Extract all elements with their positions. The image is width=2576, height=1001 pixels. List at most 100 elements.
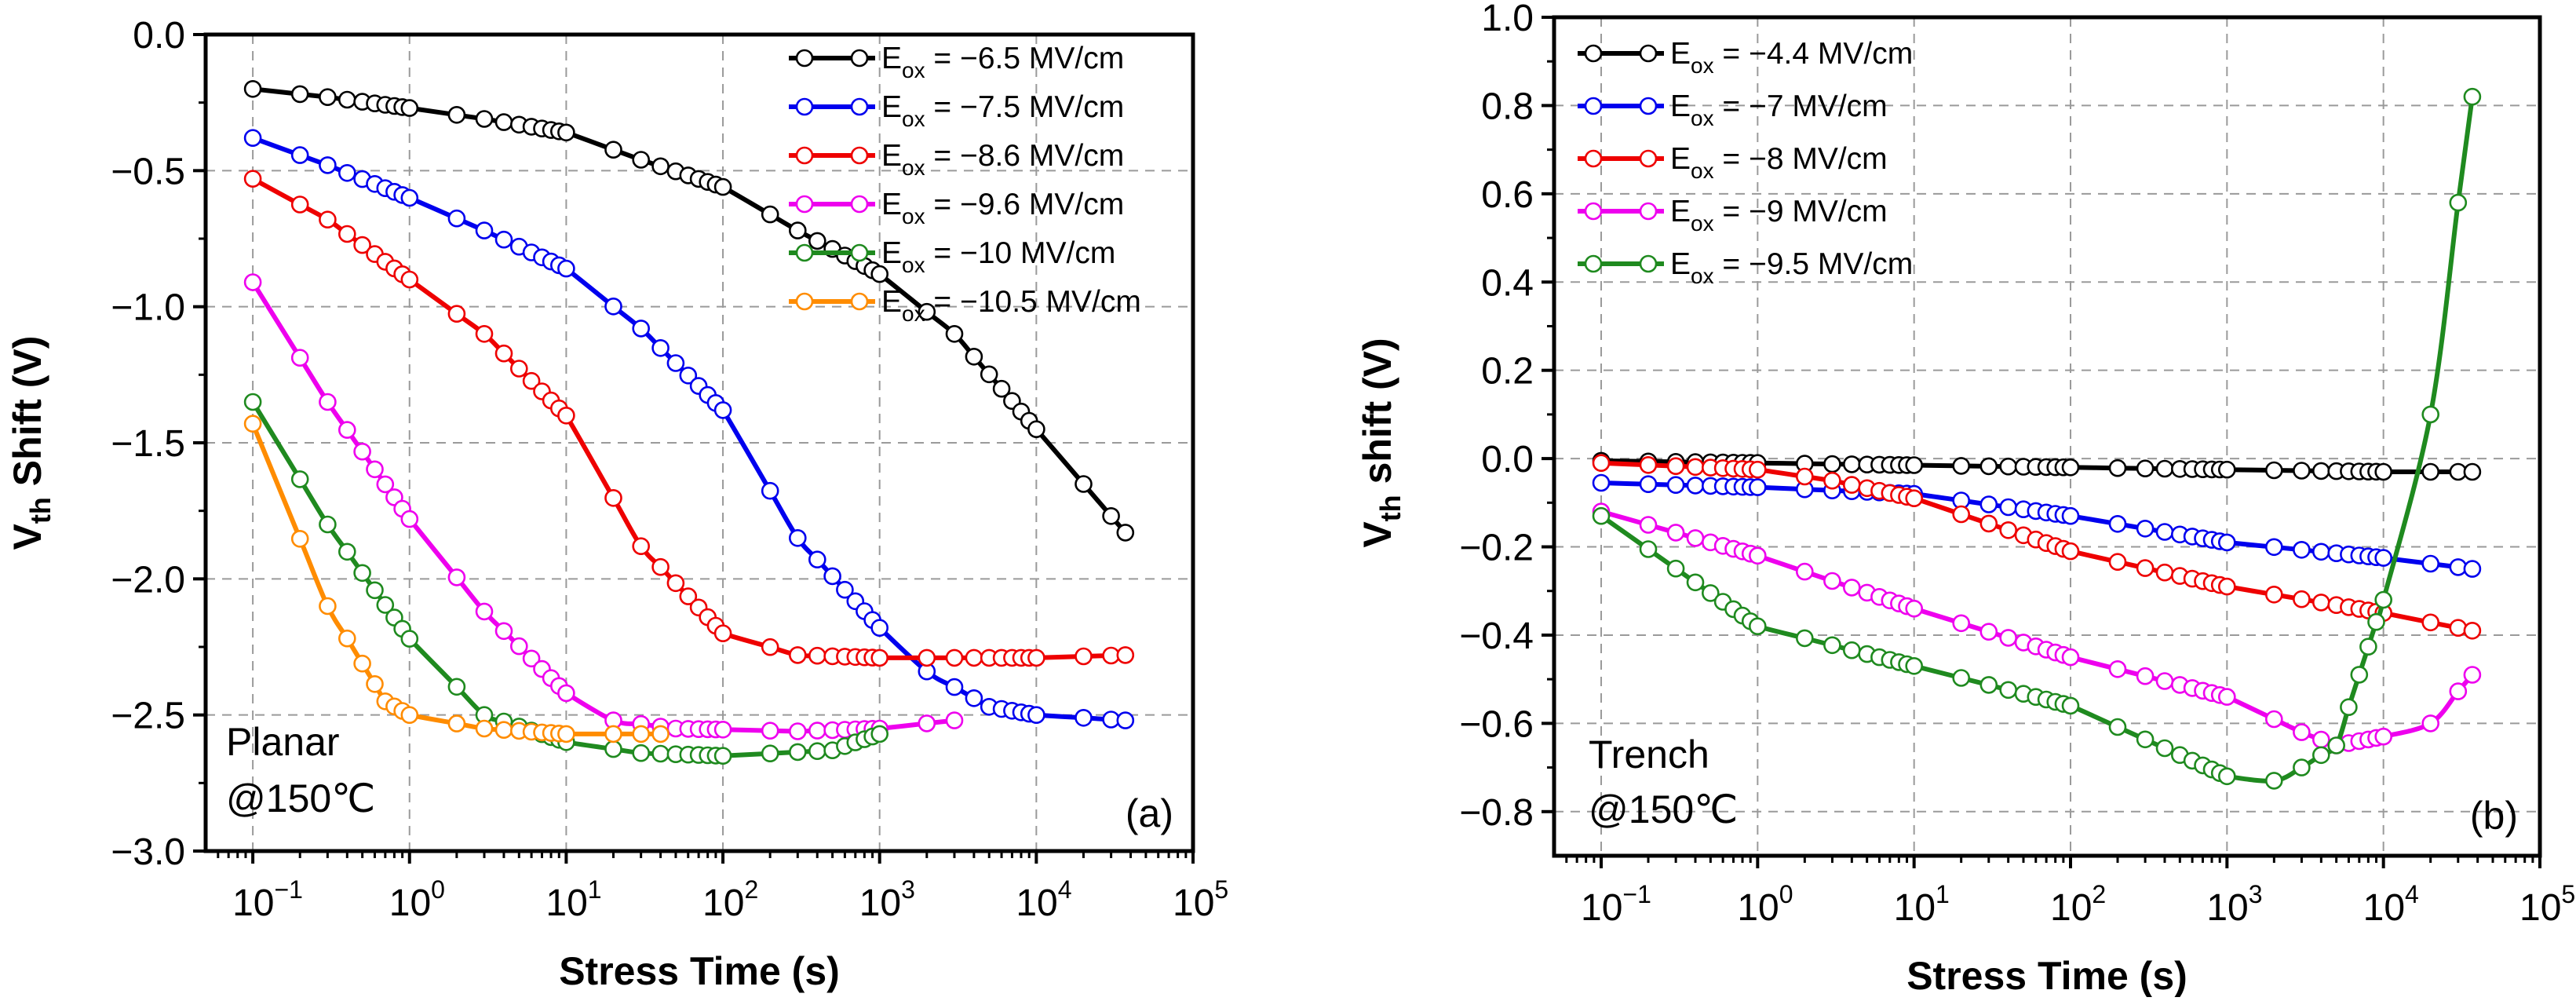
- data-point: [1796, 629, 1814, 648]
- data-point: [366, 581, 384, 600]
- legend-marker: [1639, 149, 1658, 168]
- data-point: [2265, 585, 2283, 604]
- data-point: [632, 151, 651, 169]
- data-point: [338, 225, 356, 243]
- data-point: [1075, 708, 1093, 727]
- data-point: [290, 529, 309, 548]
- data-point: [2136, 667, 2155, 685]
- x-tick-label: 105: [2519, 880, 2575, 929]
- data-point: [1952, 669, 1970, 687]
- data-point: [2155, 459, 2174, 478]
- data-point: [2293, 758, 2311, 776]
- data-point: [353, 442, 371, 461]
- data-point: [1116, 524, 1135, 542]
- data-point: [522, 371, 541, 390]
- panel-label: (b): [2470, 794, 2518, 838]
- panel-a-planar: Eox = −6.5 MV/cm Eox = −7.5 MV/cm Eox = −8…: [5, 15, 1228, 993]
- data-point: [679, 366, 698, 385]
- y-tick-label: −3.0: [111, 831, 185, 873]
- data-point: [1027, 420, 1045, 439]
- data-point: [788, 528, 807, 547]
- data-point: [2463, 462, 2482, 481]
- data-point: [509, 637, 528, 656]
- data-point: [788, 221, 807, 239]
- data-point: [2374, 727, 2392, 746]
- data-point: [2136, 559, 2155, 577]
- data-point: [945, 648, 964, 667]
- data-point: [1979, 457, 1998, 476]
- data-point: [2312, 594, 2330, 612]
- data-point: [823, 567, 841, 586]
- y-tick-label: 0.8: [1481, 86, 1534, 127]
- data-point: [651, 557, 670, 576]
- data-point: [632, 725, 651, 743]
- legend-label: Eox = −6.5 MV/cm: [881, 42, 1124, 82]
- data-point: [870, 648, 888, 667]
- data-point: [2463, 621, 2482, 640]
- data-point: [713, 720, 732, 739]
- x-tick-label: 102: [702, 875, 758, 924]
- x-tick-label: 105: [1173, 875, 1228, 924]
- x-tick-label: 10−1: [232, 875, 303, 924]
- data-point: [494, 230, 513, 249]
- data-point: [604, 297, 622, 316]
- data-point: [1639, 540, 1658, 558]
- y-tick-label: −2.5: [111, 696, 185, 737]
- data-point: [1686, 458, 1705, 477]
- data-point: [788, 743, 807, 762]
- data-point: [2421, 405, 2439, 424]
- data-point: [1749, 460, 1767, 479]
- series-5: [1592, 87, 2482, 790]
- data-point: [666, 574, 685, 593]
- data-point: [2463, 560, 2482, 578]
- panel-b-trench: Eox = −4.4 MV/cm Eox = −7 MV/cm Eox = −8 M…: [1356, 0, 2575, 998]
- data-point: [494, 113, 513, 131]
- data-point: [475, 602, 494, 621]
- x-tick-label: 100: [389, 875, 445, 924]
- data-point: [2108, 458, 2127, 477]
- data-point: [557, 259, 575, 278]
- data-point: [713, 401, 732, 419]
- data-point: [475, 719, 494, 738]
- data-point: [2463, 666, 2482, 684]
- x-tick-label: 103: [859, 875, 915, 924]
- data-point: [2421, 554, 2439, 573]
- data-point: [761, 205, 779, 224]
- y-axis-title: Vth Shift (V): [5, 336, 57, 550]
- data-point: [353, 236, 371, 254]
- data-point: [319, 393, 337, 411]
- data-point: [808, 742, 826, 761]
- data-point: [2061, 506, 2080, 525]
- x-tick-label: 104: [2363, 880, 2419, 929]
- data-point: [2449, 193, 2468, 212]
- data-point: [2374, 590, 2392, 609]
- data-point: [1666, 476, 1685, 495]
- y-tick-label: −0.2: [1459, 528, 1534, 569]
- legend-marker: [1584, 254, 1603, 273]
- series-3: [1592, 454, 2482, 640]
- series-6: [243, 415, 670, 743]
- data-point: [2108, 718, 2127, 736]
- data-point: [400, 510, 419, 528]
- data-point: [918, 714, 936, 732]
- data-point: [366, 460, 384, 479]
- data-point: [338, 164, 356, 182]
- data-point: [965, 689, 983, 707]
- data-point: [632, 320, 651, 338]
- data-point: [1952, 614, 1970, 633]
- legend-label: Eox = −10 MV/cm: [881, 236, 1115, 277]
- data-point: [945, 324, 964, 343]
- legend-marker: [1584, 149, 1603, 168]
- data-point: [2374, 549, 2392, 567]
- legend-marker: [850, 243, 869, 262]
- data-point: [243, 415, 262, 433]
- x-axis-title: Stress Time (s): [1906, 954, 2187, 997]
- data-point: [1666, 457, 1685, 476]
- data-point: [2108, 514, 2127, 533]
- legend-marker: [1584, 97, 1603, 115]
- data-point: [1639, 475, 1658, 494]
- data-point: [761, 744, 779, 763]
- data-point: [2218, 533, 2236, 552]
- data-point: [522, 649, 541, 668]
- data-point: [2265, 461, 2283, 480]
